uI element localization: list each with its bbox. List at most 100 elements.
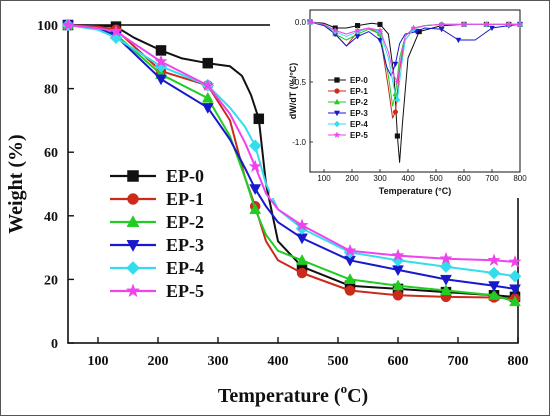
legend-label: EP-2 xyxy=(166,212,204,232)
data-point-marker xyxy=(248,159,262,173)
x-tick-label: 300 xyxy=(208,354,229,369)
legend-label: EP-1 xyxy=(350,87,368,96)
legend-marker xyxy=(333,120,341,128)
x-tick-label: 400 xyxy=(268,354,289,369)
x-tick-label: 200 xyxy=(345,174,359,183)
data-point-marker xyxy=(508,269,522,283)
main-series-group xyxy=(61,18,522,307)
data-point-marker xyxy=(439,260,453,274)
x-tick-label: 500 xyxy=(328,354,349,369)
data-point-marker xyxy=(306,18,314,25)
y-tick-label: 0.0 xyxy=(295,18,307,27)
legend-marker xyxy=(333,131,341,139)
y-tick-label: -0.5 xyxy=(292,78,306,87)
data-point-marker xyxy=(455,37,462,44)
data-point-marker xyxy=(202,57,214,69)
data-point-marker xyxy=(377,21,383,27)
data-point-marker xyxy=(392,109,398,115)
inset-y-axis-title: dW/dT (%/°C) xyxy=(288,63,298,120)
legend-marker xyxy=(333,110,341,117)
legend-item-ep-5: EP-5 xyxy=(110,281,204,301)
main-x-axis-title-unit: C) xyxy=(347,385,368,407)
legend-marker xyxy=(334,77,340,83)
data-point-marker xyxy=(201,103,214,114)
inset-series-group xyxy=(306,18,524,163)
data-point-marker xyxy=(516,20,524,28)
series-ep-5 xyxy=(306,18,524,85)
legend-label: EP-0 xyxy=(350,76,368,85)
series-line xyxy=(309,21,521,77)
legend-marker xyxy=(333,98,341,105)
main-axis-ticks: 100 200 300 400 500 600 700 800 0 20 40 60 80 100 xyxy=(37,19,529,369)
legend-item-ep-1: EP-1 xyxy=(110,189,204,209)
data-point-marker xyxy=(487,266,501,280)
legend-item-ep-3: EP-3 xyxy=(328,109,368,118)
x-tick-label: 300 xyxy=(373,174,387,183)
data-point-marker xyxy=(488,289,500,300)
data-point-marker xyxy=(248,139,262,153)
data-point-marker xyxy=(155,45,167,56)
data-point-marker xyxy=(391,253,405,267)
legend-item-ep-5: EP-5 xyxy=(328,131,368,140)
y-tick-label: 80 xyxy=(44,83,58,98)
data-point-marker xyxy=(482,20,490,28)
x-tick-label: 700 xyxy=(448,354,469,369)
data-point-marker xyxy=(344,273,356,284)
data-point-marker xyxy=(201,78,215,92)
x-tick-label: 600 xyxy=(388,354,409,369)
y-tick-label: 40 xyxy=(44,210,58,225)
legend-item-ep-4: EP-4 xyxy=(328,120,368,129)
data-point-marker xyxy=(487,253,501,267)
main-x-axis-title-text: Temperature ( xyxy=(218,385,341,407)
data-point-marker xyxy=(489,25,495,32)
data-point-marker xyxy=(439,251,453,265)
data-point-marker xyxy=(393,78,401,85)
inset-plot-frame xyxy=(309,9,521,173)
data-point-marker xyxy=(410,24,418,31)
data-point-marker xyxy=(154,54,168,68)
legend-label: EP-5 xyxy=(166,281,204,301)
data-point-marker xyxy=(460,20,468,28)
data-point-marker xyxy=(440,274,452,286)
y-tick-label: -1.0 xyxy=(292,138,306,147)
data-point-marker xyxy=(488,281,500,293)
series-ep-5 xyxy=(61,18,522,268)
data-point-marker xyxy=(201,91,214,103)
x-tick-label: 100 xyxy=(317,174,331,183)
main-legend: EP-0 EP-1 EP-2 EP-3 EP-4 EP-5 xyxy=(110,166,204,301)
series-line xyxy=(67,24,516,263)
legend-item-ep-4: EP-4 xyxy=(110,258,204,278)
data-point-marker xyxy=(253,113,265,125)
legend-marker xyxy=(126,261,140,275)
data-point-marker xyxy=(61,18,75,31)
legend-label: EP-4 xyxy=(166,258,204,278)
legend-label: EP-3 xyxy=(166,235,204,255)
inset-axis-ticks: 100 200 300 400 500 600 700 800 0.0 -0.5 -1.0 xyxy=(292,18,527,183)
data-point-marker xyxy=(296,267,308,279)
series-line xyxy=(67,24,516,303)
data-point-marker xyxy=(505,20,513,28)
series-line xyxy=(67,24,516,290)
legend-marker xyxy=(126,215,140,227)
y-tick-label: 100 xyxy=(37,19,58,34)
data-point-marker xyxy=(438,20,446,28)
legend-marker xyxy=(125,283,141,298)
data-point-marker xyxy=(376,26,384,34)
legend-item-ep-3: EP-3 xyxy=(110,235,204,255)
legend-label: EP-5 xyxy=(350,131,368,140)
data-point-marker xyxy=(392,61,399,68)
legend-label: EP-3 xyxy=(350,109,368,118)
data-point-marker xyxy=(155,74,167,86)
x-tick-label: 700 xyxy=(485,174,499,183)
data-point-marker xyxy=(392,290,404,301)
data-point-marker xyxy=(331,26,339,34)
data-point-marker xyxy=(440,284,452,296)
data-point-marker xyxy=(394,133,400,139)
inset-legend: EP-0 EP-1 EP-2 EP-3 EP-4 EP-5 xyxy=(328,76,368,140)
y-tick-label: 20 xyxy=(44,273,58,288)
data-point-marker xyxy=(508,254,522,268)
x-tick-label: 800 xyxy=(513,174,527,183)
x-tick-label: 200 xyxy=(148,354,169,369)
legend-label: EP-2 xyxy=(350,98,368,107)
legend-marker xyxy=(334,88,340,94)
